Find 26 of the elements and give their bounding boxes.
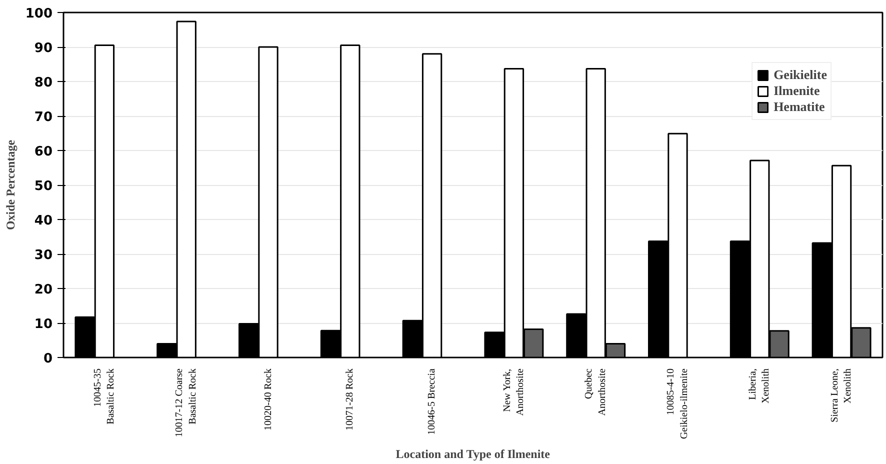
legend-label: Ilmenite (774, 83, 820, 99)
x-tick-label: New York, Anorthosite (502, 368, 526, 416)
y-tick-label: 40 (34, 214, 53, 228)
y-tick-label: 90 (34, 41, 53, 56)
y-tick-label: 100 (25, 6, 53, 22)
y-tick-label: 80 (34, 76, 53, 90)
y-tick-label: 0 (43, 352, 52, 366)
y-tick-label: 50 (34, 179, 53, 194)
x-tick-label: 10071-28 Rock (344, 368, 356, 430)
x-tick-label: 10020-40 Rock (262, 368, 274, 430)
x-tick-label: Quebec Anorthosite (584, 368, 608, 416)
x-tick-label: 10085-4-10 Geikielo-ilmenite (666, 368, 690, 440)
legend-label: Geikielite (774, 67, 827, 83)
x-tick-label: 10017-12 Coarse Basaltic Rock (174, 368, 198, 438)
x-tick-label: Liberia, Xenolith (748, 368, 772, 404)
x-tick-label: 10045-35 Basaltic Rock (92, 368, 117, 424)
y-tick-label: 30 (34, 248, 53, 263)
y-tick-label: 10 (34, 317, 53, 332)
x-tick-label: 10046-5 Breccia (426, 368, 438, 435)
y-tick-label: 20 (34, 282, 53, 298)
legend-label: Hematite (774, 99, 825, 115)
y-axis-title: Oxide Percentage (3, 139, 18, 230)
x-tick-label: Sierra Leone, Xenolith (829, 368, 854, 422)
y-tick-label: 60 (34, 144, 53, 160)
x-axis-title: Location and Type of Ilmenite (396, 447, 551, 462)
y-tick-label: 70 (34, 110, 53, 125)
